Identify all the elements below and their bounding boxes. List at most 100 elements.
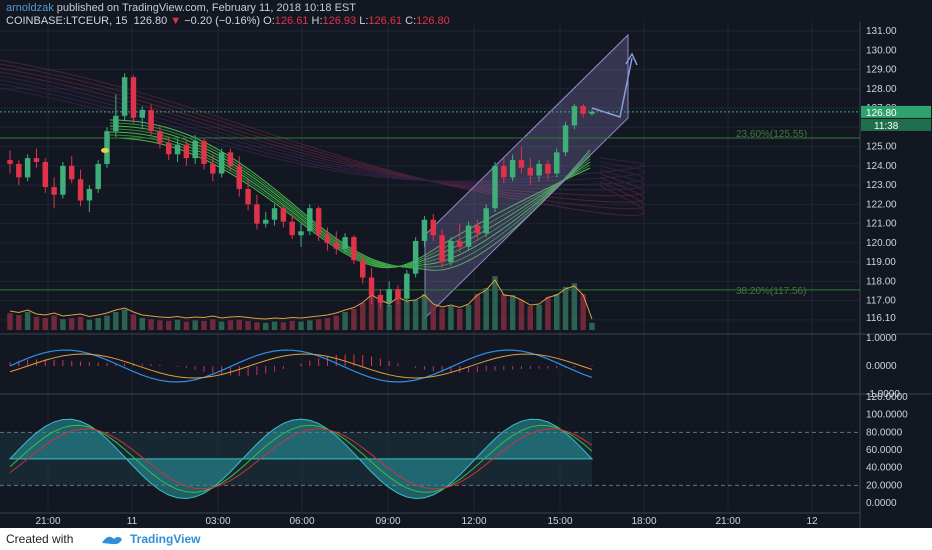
candle-body [571,106,578,126]
volume-bar [16,315,22,330]
candle-body [492,165,498,209]
volume-bar [271,321,278,330]
candle-body [42,161,49,188]
green-ribbon-line [109,131,591,268]
candle-body [60,165,66,195]
volume-bar [227,320,234,330]
candle-body [183,144,190,159]
volume-bar [24,312,31,330]
volume-bar [501,294,507,330]
volume-bar [421,294,428,330]
candle-body [192,140,198,159]
candle-body [245,188,251,205]
time-tick: 15:00 [547,516,572,527]
candle-body [315,208,322,236]
volume-bar [113,312,119,330]
time-tick: 18:00 [631,516,656,527]
candle-body [77,179,84,201]
price-tick: 117.00 [866,296,896,307]
time-tick: 11 [127,516,138,527]
volume-bar [527,306,534,330]
footer-created-text: Created with [6,532,74,546]
volume-bar [104,315,110,330]
open-label: O: [263,15,275,27]
volume-bar [77,316,84,330]
chart-canvas[interactable]: 131.00130.00129.00128.00127.00125.00124.… [0,0,932,528]
candle-body [271,208,278,220]
green-ribbon-line [109,119,591,271]
candle-body [157,131,163,143]
volume-bar [359,303,366,330]
candle-body [527,167,534,176]
time-tick: 03:00 [205,516,230,527]
volume-bars [7,276,595,330]
candle-body [553,152,560,174]
candle-body [404,273,410,299]
countdown-bg [861,118,931,131]
candle-body [412,240,419,274]
footer-brand[interactable]: TradingView [130,532,201,546]
projection-arrow [591,57,633,118]
stoch-tick: 0.0000 [866,498,897,509]
candle-body [483,208,489,234]
price-label-bg [861,105,931,118]
time-tick: 06:00 [289,516,314,527]
volume-bar [386,304,392,330]
price-tick: 131.00 [866,26,897,37]
candle-body [210,163,216,174]
candle-body [351,237,357,261]
author-link[interactable]: arnoldzak [6,2,54,14]
time-tick: 21:00 [35,516,60,527]
price-channel [424,33,629,320]
volume-bar [536,304,542,330]
candle-body [518,160,525,168]
price-tick: 122.00 [866,199,897,210]
volume-bar [298,321,304,330]
volume-bar [456,309,463,330]
symbol-name[interactable]: COINBASE:LTCEUR, 15 [6,15,128,27]
candle-body [395,289,401,299]
candle-body [51,187,57,195]
green-ribbon-line [109,137,591,269]
volume-bar [254,322,260,330]
price-change: −0.20 (−0.16%) [184,15,261,27]
candle-body [7,160,13,164]
candle-body [201,140,207,164]
candle-body [227,152,234,166]
stoch-tick: 60.0000 [866,445,903,456]
volume-bar [580,294,586,330]
macd-line [9,349,593,383]
volume-bar [430,304,437,330]
volume-bar [192,320,198,330]
fib-label-23: 23.60%(125.55) [736,129,808,140]
time-tick: 09:00 [375,516,400,527]
publish-text: published on TradingView.com, February 1… [56,2,356,14]
high-value: 126.93 [322,15,357,27]
price-tick: 116.10 [866,313,896,324]
volume-bar [262,322,269,330]
volume-bar [518,300,525,330]
candle-body [589,111,595,114]
price-tick: 120.00 [866,238,897,249]
volume-bar [351,309,357,330]
volume-bar [571,283,578,330]
time-tick: 12 [806,516,818,527]
stoch-k [9,424,593,493]
time-tick: 12:00 [461,516,486,527]
candle-body [148,109,154,132]
volume-bar [280,322,287,330]
high-label: H: [311,15,323,27]
price-axis: 131.00130.00129.00128.00127.00125.00124.… [866,26,897,324]
volume-bar [377,300,384,330]
publish-info: arnoldzak published on TradingView.com, … [6,2,356,14]
volume-bar [33,316,40,330]
candle-body [386,289,392,303]
volume-bar [368,294,375,330]
volume-bar [174,319,181,330]
volume-bar [7,313,13,330]
candle-body [130,77,137,118]
volume-bar [589,322,595,330]
volume-bar [157,320,163,330]
macd-tick: 1.0000 [866,333,897,344]
stoch-axis: 120.0000 100.0000 80.0000 60.0000 40.0000 20.… [866,392,908,509]
